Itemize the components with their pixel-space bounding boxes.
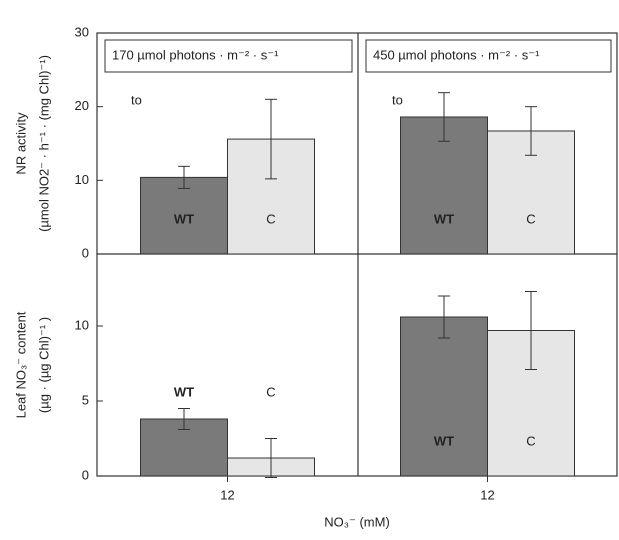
x-tick-label: 12 (220, 487, 234, 502)
y-tick-label: 20 (75, 98, 89, 113)
y-tick-label: 10 (75, 172, 89, 187)
annotation: to (131, 92, 142, 107)
y-axis-label: (µmol NO2⁻ · h⁻¹ · (mg Chl)⁻¹) (36, 55, 51, 232)
bar-label: C (266, 211, 275, 226)
bar-label: C (526, 211, 535, 226)
y-axis-label: Leaf NO₃⁻ content (13, 311, 28, 418)
title-box (365, 39, 612, 73)
bar-label: C (266, 384, 275, 399)
y-tick-label: 0 (82, 467, 89, 482)
panel-title: 170 µmol photons · m⁻² · s⁻¹ (112, 47, 279, 62)
bar (400, 316, 488, 477)
y-tick-label: 30 (75, 24, 89, 39)
y-axis-label: NR activity (13, 112, 28, 175)
bar-label: C (526, 433, 535, 448)
x-tick-label: 12 (480, 487, 494, 502)
y-axis-label: (µg · (µg Chl)⁻¹ ) (36, 317, 51, 413)
annotation: to (392, 92, 403, 107)
bar-label: WT (434, 433, 454, 448)
y-tick-label: 0 (82, 245, 89, 260)
y-tick-label: 10 (75, 317, 89, 332)
bar-label: WT (434, 211, 454, 226)
x-axis-label: NO₃⁻ (mM) (324, 514, 390, 529)
bar-label: WT (174, 384, 194, 399)
panel-title: 450 µmol photons · m⁻² · s⁻¹ (373, 47, 540, 62)
bar-label: WT (174, 211, 194, 226)
title-box (104, 39, 353, 73)
y-tick-label: 5 (82, 392, 89, 407)
